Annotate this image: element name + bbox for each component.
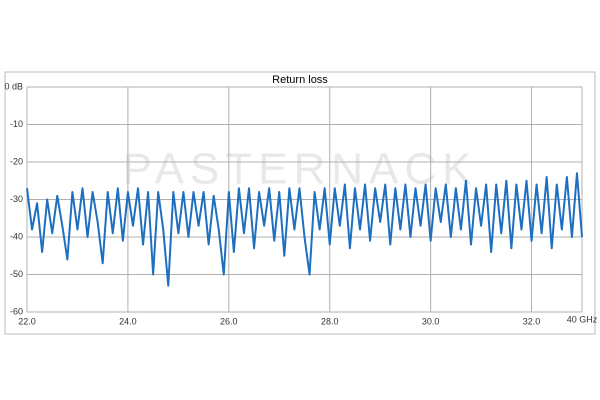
- y-tick-label: -50: [10, 269, 23, 279]
- y-tick-label: -40: [10, 231, 23, 241]
- x-unit-label: 40 GHz: [567, 314, 598, 324]
- x-tick-label: 24.0: [119, 316, 137, 326]
- series-line: [26, 172, 583, 287]
- y-tick-label: -10: [10, 119, 23, 129]
- chart-title: Return loss: [272, 74, 328, 86]
- x-tick-label: 28.0: [321, 316, 339, 326]
- y-tick-label: -20: [10, 156, 23, 166]
- y-tick-label: -60: [10, 306, 23, 316]
- x-tick-label: 22.0: [18, 316, 36, 326]
- x-tick-label: 26.0: [220, 316, 238, 326]
- y-tick-label: 0 dB: [4, 81, 23, 91]
- x-tick-label: 30.0: [422, 316, 440, 326]
- x-tick-label: 32.0: [523, 316, 541, 326]
- y-tick-label: -30: [10, 194, 23, 204]
- watermark: PASTERNACK: [122, 145, 477, 194]
